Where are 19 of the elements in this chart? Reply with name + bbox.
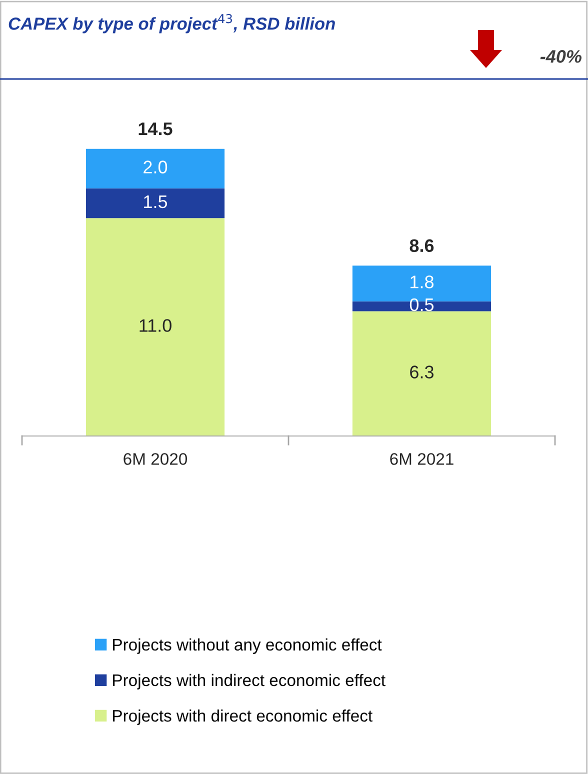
- bar: [86, 148, 225, 188]
- data-label: 1.5: [144, 196, 168, 208]
- legend-label: Projects without any economic effect: [113, 638, 382, 654]
- x-tick-label: 6M 2021: [390, 453, 454, 465]
- data-label: 1.8: [410, 276, 434, 288]
- bar: [86, 218, 225, 436]
- total-label: 14.5: [138, 122, 172, 136]
- data-label: 11.0: [140, 319, 172, 332]
- data-label: 6.3: [410, 366, 434, 378]
- chart-title: CAPEX by type of project$^{43}$, RSD billion: [8, 14, 335, 34]
- x-tick-label: 6M 2020: [124, 453, 188, 465]
- legend-label: Projects with direct economic effect: [113, 709, 372, 725]
- bar: [86, 188, 225, 218]
- data-label: 0.5: [410, 298, 434, 312]
- legend-label: Projects with indirect economic effect: [113, 674, 386, 690]
- bar: [352, 311, 492, 436]
- text: -40%: [540, 50, 582, 63]
- data-label: 2.0: [144, 160, 168, 174]
- total-label: 8.6: [410, 239, 434, 252]
